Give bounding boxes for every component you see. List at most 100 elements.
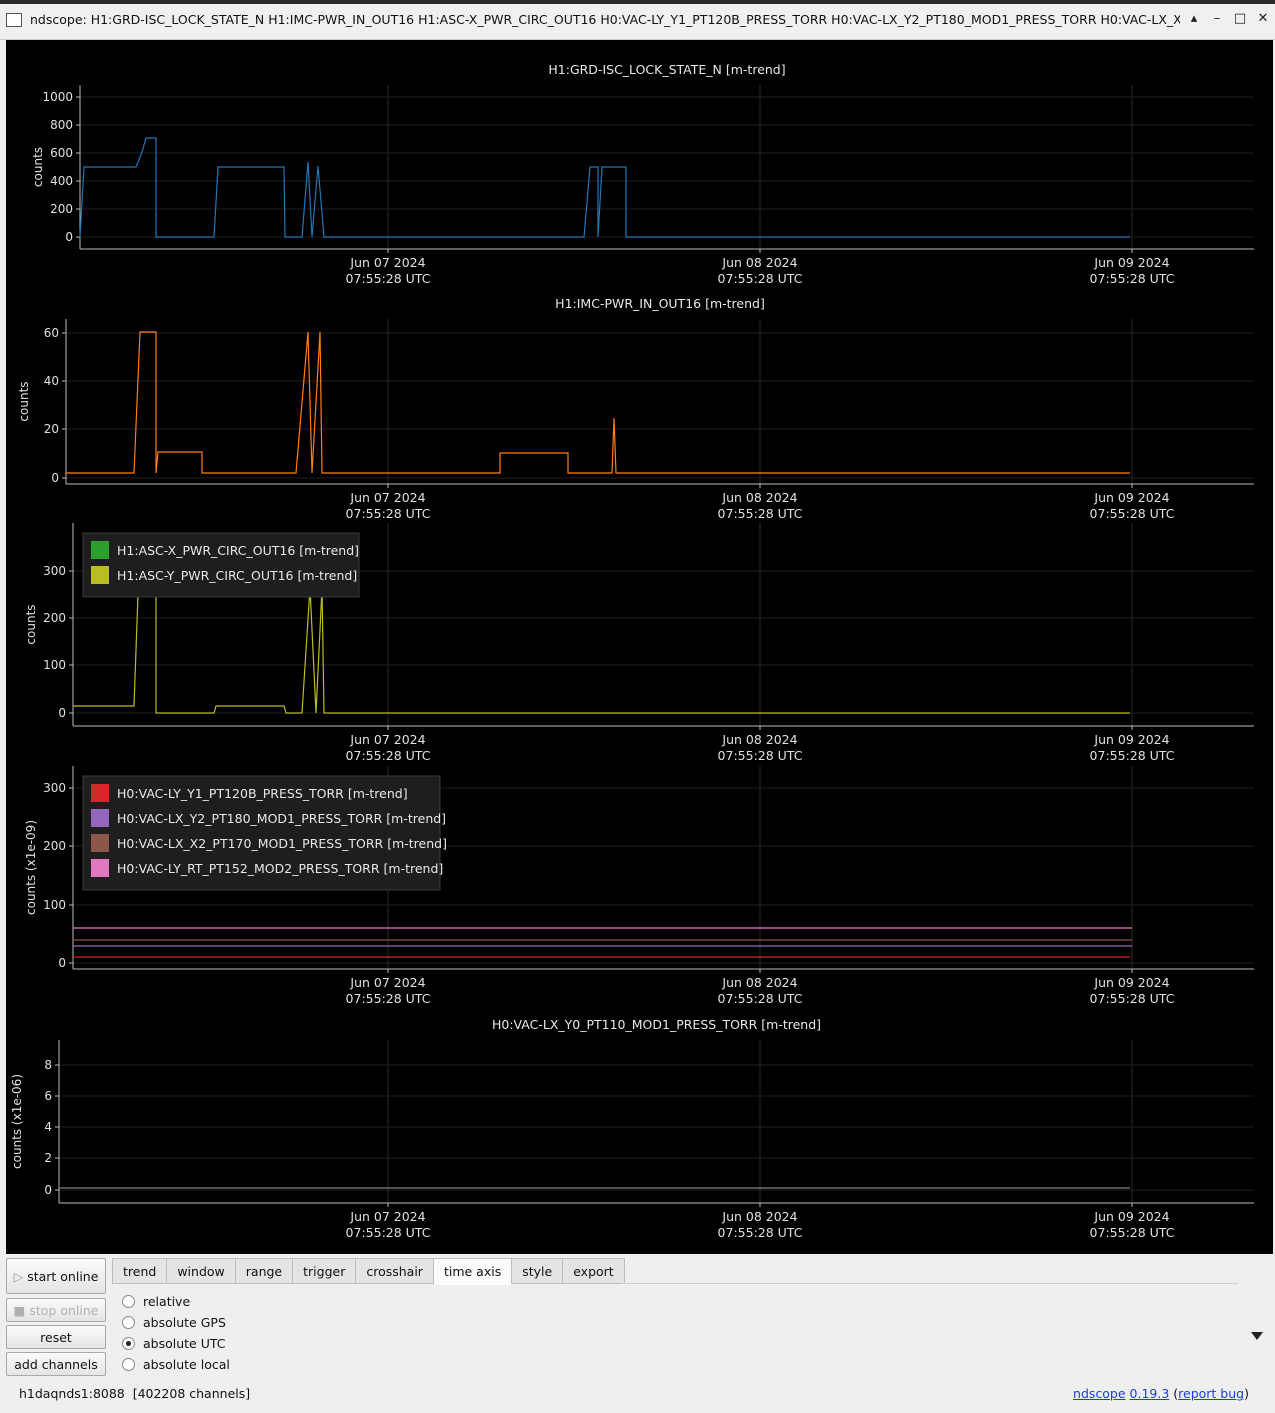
radio-circle[interactable] bbox=[122, 1336, 135, 1350]
y-tick-label: 600 bbox=[50, 146, 73, 160]
tab-export[interactable]: export bbox=[562, 1258, 625, 1284]
legend-swatch bbox=[91, 541, 109, 559]
top-strip bbox=[0, 0, 1275, 4]
tab-crosshair[interactable]: crosshair bbox=[355, 1258, 433, 1284]
y-axis-label: counts (x1e-06) bbox=[10, 1074, 24, 1169]
x-tick-time: 07:55:28 UTC bbox=[1090, 506, 1175, 521]
x-tick-time: 07:55:28 UTC bbox=[718, 506, 803, 521]
y-tick-label: 40 bbox=[44, 374, 59, 388]
x-tick-date: Jun 09 2024 bbox=[1093, 255, 1169, 270]
x-tick-time: 07:55:28 UTC bbox=[346, 1225, 431, 1240]
x-tick-date: Jun 07 2024 bbox=[349, 975, 425, 990]
x-tick-time: 07:55:28 UTC bbox=[718, 991, 803, 1006]
tab-range[interactable]: range bbox=[234, 1258, 293, 1284]
plot-1: 0 200 400 600 800 1000 counts H1:GRD-ISC_LOCK_S… bbox=[31, 62, 1254, 286]
legend-box bbox=[82, 532, 360, 598]
y-axis-label: counts bbox=[17, 381, 31, 421]
y-tick-label: 800 bbox=[50, 118, 73, 132]
x-tick-date: Jun 07 2024 bbox=[349, 1209, 425, 1224]
legend-entry: H0:VAC-LY_RT_PT152_MOD2_PRESS_TORR [m-tr… bbox=[117, 861, 443, 876]
radio-relative[interactable]: relative bbox=[122, 1292, 190, 1310]
ndscope-link[interactable]: ndscope bbox=[1073, 1386, 1126, 1401]
minimize-icon[interactable]: – bbox=[1213, 11, 1221, 26]
version-link[interactable]: 0.19.3 bbox=[1129, 1386, 1170, 1401]
y-tick-label: 2 bbox=[44, 1151, 52, 1165]
x-tick-time: 07:55:28 UTC bbox=[718, 1225, 803, 1240]
y-tick-label: 20 bbox=[44, 422, 59, 436]
tab-divider bbox=[620, 1283, 1238, 1284]
radio-absolute-UTC[interactable]: absolute UTC bbox=[122, 1334, 226, 1352]
legend-swatch bbox=[91, 834, 109, 852]
y-tick-label: 0 bbox=[65, 230, 73, 244]
y-axis-label: counts (x1e-09) bbox=[24, 820, 38, 915]
y-tick-label: 4 bbox=[44, 1120, 52, 1134]
plots-canvas[interactable]: 02004006008001000countsH1:GRD-ISC_LOCK_S… bbox=[6, 40, 1273, 1254]
x-tick-time: 07:55:28 UTC bbox=[718, 271, 803, 286]
stop-icon: ■ bbox=[13, 1302, 30, 1318]
y-tick-label: 200 bbox=[43, 839, 66, 853]
radio-absolute-GPS[interactable]: absolute GPS bbox=[122, 1313, 226, 1331]
tab-time-axis[interactable]: time axis bbox=[432, 1258, 512, 1285]
report-bug-link[interactable]: report bug bbox=[1178, 1386, 1245, 1401]
expand-triangle-icon[interactable] bbox=[1251, 1332, 1263, 1340]
legend-entry: H0:VAC-LX_Y2_PT180_MOD1_PRESS_TORR [m-tr… bbox=[117, 811, 446, 826]
plot-area[interactable]: 0 200 400 600 800 1000 counts H1:GRD-ISC_LOCK_S… bbox=[6, 40, 1273, 1254]
y-tick-label: 300 bbox=[43, 781, 66, 795]
x-tick-date: Jun 08 2024 bbox=[721, 255, 797, 270]
y-tick-label: 0 bbox=[58, 706, 66, 720]
x-tick-date: Jun 08 2024 bbox=[721, 732, 797, 747]
control-panel: ▷ start online ■ stop online reset add c… bbox=[0, 1254, 1275, 1413]
x-tick-time: 07:55:28 UTC bbox=[1090, 271, 1175, 286]
legend-swatch bbox=[91, 809, 109, 827]
start-online-label: start online bbox=[27, 1268, 99, 1284]
y-tick-label: 0 bbox=[58, 956, 66, 970]
x-tick-time: 07:55:28 UTC bbox=[346, 271, 431, 286]
radio-circle[interactable] bbox=[122, 1315, 135, 1329]
tab-window[interactable]: window bbox=[166, 1258, 235, 1284]
radio-absolute-local[interactable]: absolute local bbox=[122, 1355, 230, 1373]
start-online-button[interactable]: ▷ start online bbox=[6, 1258, 106, 1294]
stop-online-button: ■ stop online bbox=[6, 1298, 106, 1322]
y-tick-label: 300 bbox=[43, 564, 66, 578]
tab-trend[interactable]: trend bbox=[112, 1258, 167, 1284]
tab-style[interactable]: style bbox=[511, 1258, 563, 1284]
y-tick-label: 8 bbox=[44, 1058, 52, 1072]
close-icon[interactable]: ✕ bbox=[1257, 11, 1269, 26]
y-tick-label: 200 bbox=[43, 611, 66, 625]
x-tick-date: Jun 09 2024 bbox=[1093, 975, 1169, 990]
legend-entry: H0:VAC-LX_X2_PT170_MOD1_PRESS_TORR [m-tr… bbox=[117, 836, 447, 851]
x-tick-time: 07:55:28 UTC bbox=[1090, 1225, 1175, 1240]
y-tick-label: 200 bbox=[50, 202, 73, 216]
x-tick-date: Jun 08 2024 bbox=[721, 975, 797, 990]
plot-2: 0 20 40 60 counts H1:IMC-PWR_IN_OUT16 [m-tren… bbox=[17, 296, 1254, 521]
x-tick-time: 07:55:28 UTC bbox=[346, 506, 431, 521]
series-trace bbox=[79, 137, 1130, 238]
shade-up-icon[interactable]: ▴ bbox=[1190, 11, 1198, 26]
title-bar: ndscope: H1:GRD-ISC_LOCK_STATE_N H1:IMC-… bbox=[0, 0, 1275, 40]
tab-trigger[interactable]: trigger bbox=[292, 1258, 356, 1284]
legend-swatch bbox=[91, 859, 109, 877]
reset-button[interactable]: reset bbox=[6, 1325, 106, 1349]
plot-5: 0 2 4 6 8 counts (x1e-06) H0:VAC-LX_Y0_PT110_M… bbox=[10, 1017, 1254, 1240]
y-axis-label: counts bbox=[31, 147, 45, 187]
app-icon bbox=[6, 13, 22, 27]
server-status: h1daqnds1:8088 [402208 channels] bbox=[19, 1386, 251, 1401]
plot-title: H0:VAC-LX_Y0_PT110_MOD1_PRESS_TORR [m-tr… bbox=[492, 1017, 821, 1032]
maximize-icon[interactable]: □ bbox=[1233, 11, 1247, 26]
legend-entry: H1:ASC-X_PWR_CIRC_OUT16 [m-trend] bbox=[117, 543, 359, 558]
radio-label: absolute UTC bbox=[143, 1335, 226, 1351]
radio-circle[interactable] bbox=[122, 1357, 135, 1371]
x-tick-date: Jun 09 2024 bbox=[1093, 1209, 1169, 1224]
radio-circle[interactable] bbox=[122, 1294, 135, 1308]
x-tick-time: 07:55:28 UTC bbox=[1090, 748, 1175, 763]
legend-entry: H1:ASC-Y_PWR_CIRC_OUT16 [m-trend] bbox=[117, 568, 357, 583]
radio-label: absolute GPS bbox=[143, 1314, 226, 1330]
radio-label: relative bbox=[143, 1293, 191, 1309]
add-channels-button[interactable]: add channels bbox=[6, 1352, 106, 1376]
x-tick-date: Jun 09 2024 bbox=[1093, 490, 1169, 505]
window-title: ndscope: H1:GRD-ISC_LOCK_STATE_N H1:IMC-… bbox=[30, 12, 1180, 27]
y-tick-label: 0 bbox=[51, 471, 59, 485]
y-axis-label: counts bbox=[24, 604, 38, 644]
legend-box bbox=[82, 775, 441, 891]
